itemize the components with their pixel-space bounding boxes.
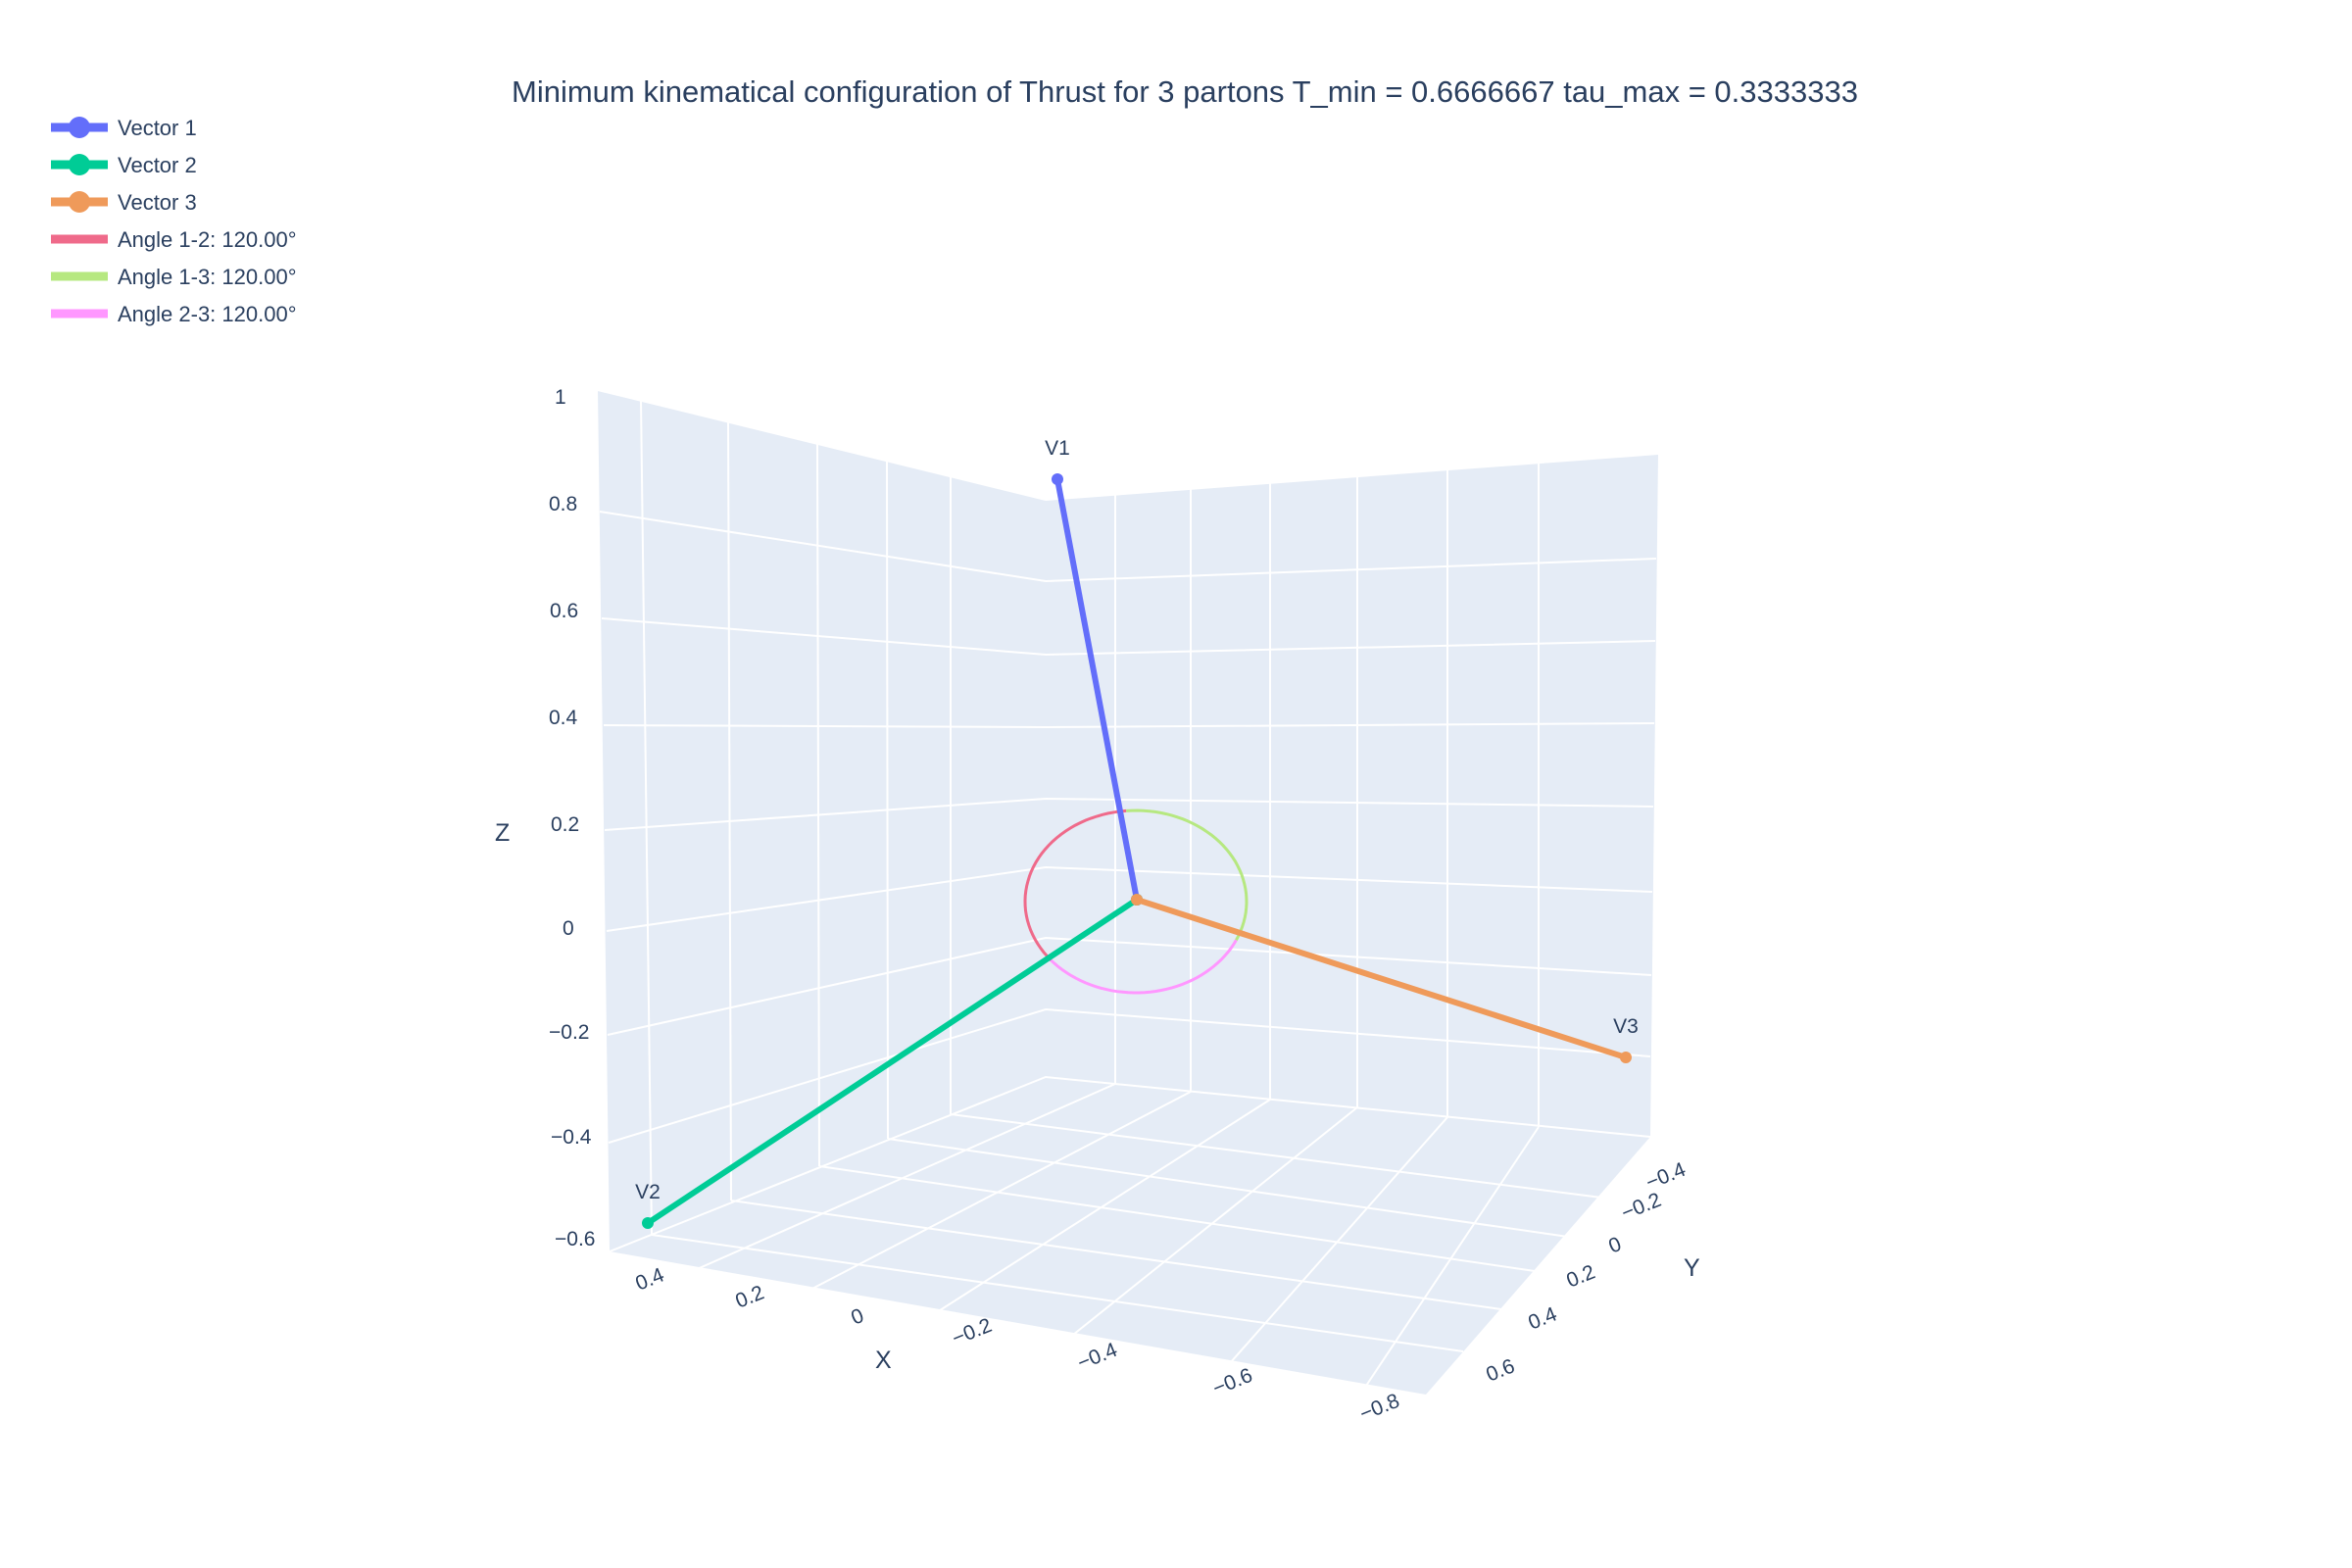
legend-item-1[interactable]: Vector 1 xyxy=(51,116,197,140)
vector-label-3: V3 xyxy=(1613,1015,1639,1038)
legend-item-3[interactable]: Vector 3 xyxy=(51,190,197,215)
z-tick-label: 0.6 xyxy=(550,600,578,622)
z-tick-label: −0.6 xyxy=(555,1228,595,1250)
y-tick-label: −0.2 xyxy=(1618,1189,1664,1225)
vector-origin-marker-3 xyxy=(1131,894,1143,906)
angle-arc-5 xyxy=(1050,939,1238,995)
angle-arcs xyxy=(1023,808,1249,995)
vectors: V1 V2 V3 xyxy=(635,437,1639,1229)
y-floor-grid-line-4 xyxy=(1214,1116,1448,1381)
legend-label: Vector 3 xyxy=(118,190,197,215)
x-floor-grid-line-1 xyxy=(730,1200,1502,1310)
y-tick-label: 0 xyxy=(1605,1233,1624,1258)
z-tick-label: 0 xyxy=(563,917,574,940)
legend-item-2[interactable]: Vector 2 xyxy=(51,153,197,177)
x-axis-title: X xyxy=(875,1347,892,1374)
legend[interactable]: Vector 1 Vector 2 Vector 3 Angle 1-2: 120.0… xyxy=(51,116,297,326)
y-tick-label: 0.6 xyxy=(1483,1354,1518,1386)
vector-tip-marker-2 xyxy=(642,1217,654,1229)
x-tick-label: −0.8 xyxy=(1356,1390,1402,1426)
legend-label: Vector 1 xyxy=(118,116,197,140)
y-floor-grid-line-2 xyxy=(901,1099,1271,1336)
z-tick-label: 0.2 xyxy=(551,813,579,836)
z-axis-ticks: 1 0.8 0.6 0.4 0.2 0 −0.2 −0.4 −0.6 xyxy=(549,386,595,1250)
y-floor-grid-line-1 xyxy=(783,1091,1192,1304)
scene-walls xyxy=(598,390,1658,1395)
z-tick-label: −0.2 xyxy=(549,1021,589,1044)
x-wall-grid-line-3 xyxy=(886,460,889,1140)
angle-arc-3 xyxy=(1023,808,1127,961)
x-tick-label: 0.4 xyxy=(632,1263,667,1295)
x-wall-grid-line-1 xyxy=(727,420,732,1201)
z-grid-line-3 xyxy=(603,722,1655,729)
vector-line-2 xyxy=(645,897,1140,1226)
vector-tip-marker-1 xyxy=(1052,473,1063,485)
z-grid-line-8 xyxy=(609,1075,1651,1252)
legend-label: Vector 2 xyxy=(118,153,197,177)
y-floor-grid-line-5 xyxy=(1361,1126,1540,1393)
x-tick-label: −0.2 xyxy=(949,1314,995,1350)
legend-item-5[interactable]: Angle 1-3: 120.00° xyxy=(51,265,297,289)
x-tick-label: −0.4 xyxy=(1074,1339,1120,1375)
z-tick-label: 0.4 xyxy=(549,707,578,729)
y-tick-label: 0.4 xyxy=(1525,1302,1560,1334)
z-tick-label: 1 xyxy=(555,386,566,409)
z-grid-line-2 xyxy=(601,617,1656,657)
z-tick-label: −0.4 xyxy=(551,1126,592,1149)
y-tick-label: 0.2 xyxy=(1563,1260,1598,1292)
y-floor-grid-line-3 xyxy=(1038,1106,1358,1363)
legend-label: Angle 1-3: 120.00° xyxy=(118,265,297,289)
x-floor-grid-line-4 xyxy=(950,1113,1602,1199)
x-tick-label: 0.2 xyxy=(732,1281,767,1312)
vector-line-3 xyxy=(1134,897,1629,1060)
z-tick-label: 0.8 xyxy=(549,493,577,515)
z-grid-line-1 xyxy=(599,511,1657,583)
z-axis-title: Z xyxy=(495,819,510,847)
angle-arc-4 xyxy=(1126,808,1249,942)
scene[interactable]: 10.80.60.40.20−0.2−0.4−0.6 0.40.20 −0.2−0… xyxy=(495,386,1700,1426)
legend-swatch-marker xyxy=(69,117,90,138)
x-wall-grid-line-0 xyxy=(640,399,653,1236)
y-tick-label: −0.4 xyxy=(1642,1158,1689,1195)
y-floor-grid-line-0 xyxy=(685,1083,1116,1275)
vector-line-1 xyxy=(1054,476,1140,903)
vector-label-2: V2 xyxy=(635,1181,661,1203)
x-wall-grid-line-2 xyxy=(816,442,820,1167)
vector-label-1: V1 xyxy=(1045,437,1070,460)
chart-title: Minimum kinematical configuration of Thr… xyxy=(512,74,1858,109)
y-axis-title: Y xyxy=(1684,1254,1700,1282)
z-grid-line-4 xyxy=(604,797,1654,831)
legend-swatch-marker xyxy=(69,154,90,175)
x-tick-label: 0 xyxy=(848,1304,866,1330)
z-grid-line-7 xyxy=(608,1007,1651,1144)
legend-item-4[interactable]: Angle 1-2: 120.00° xyxy=(51,227,297,252)
z-grid-line-0 xyxy=(597,389,1659,502)
legend-item-6[interactable]: Angle 2-3: 120.00° xyxy=(51,302,297,326)
x-tick-label: −0.6 xyxy=(1209,1364,1255,1400)
legend-label: Angle 1-2: 120.00° xyxy=(118,227,297,252)
x-floor-grid-line-2 xyxy=(818,1165,1536,1272)
z-grid-line-6 xyxy=(607,936,1652,1036)
legend-swatch-marker xyxy=(69,191,90,213)
legend-label: Angle 2-3: 120.00° xyxy=(118,302,297,326)
floor xyxy=(610,1077,1650,1395)
x-floor-grid-line-0 xyxy=(651,1234,1464,1352)
x-floor-grid-line-3 xyxy=(887,1138,1569,1238)
vector-tip-marker-3 xyxy=(1620,1052,1632,1063)
z-grid-line-5 xyxy=(606,865,1653,932)
right-wall xyxy=(1046,454,1658,1137)
